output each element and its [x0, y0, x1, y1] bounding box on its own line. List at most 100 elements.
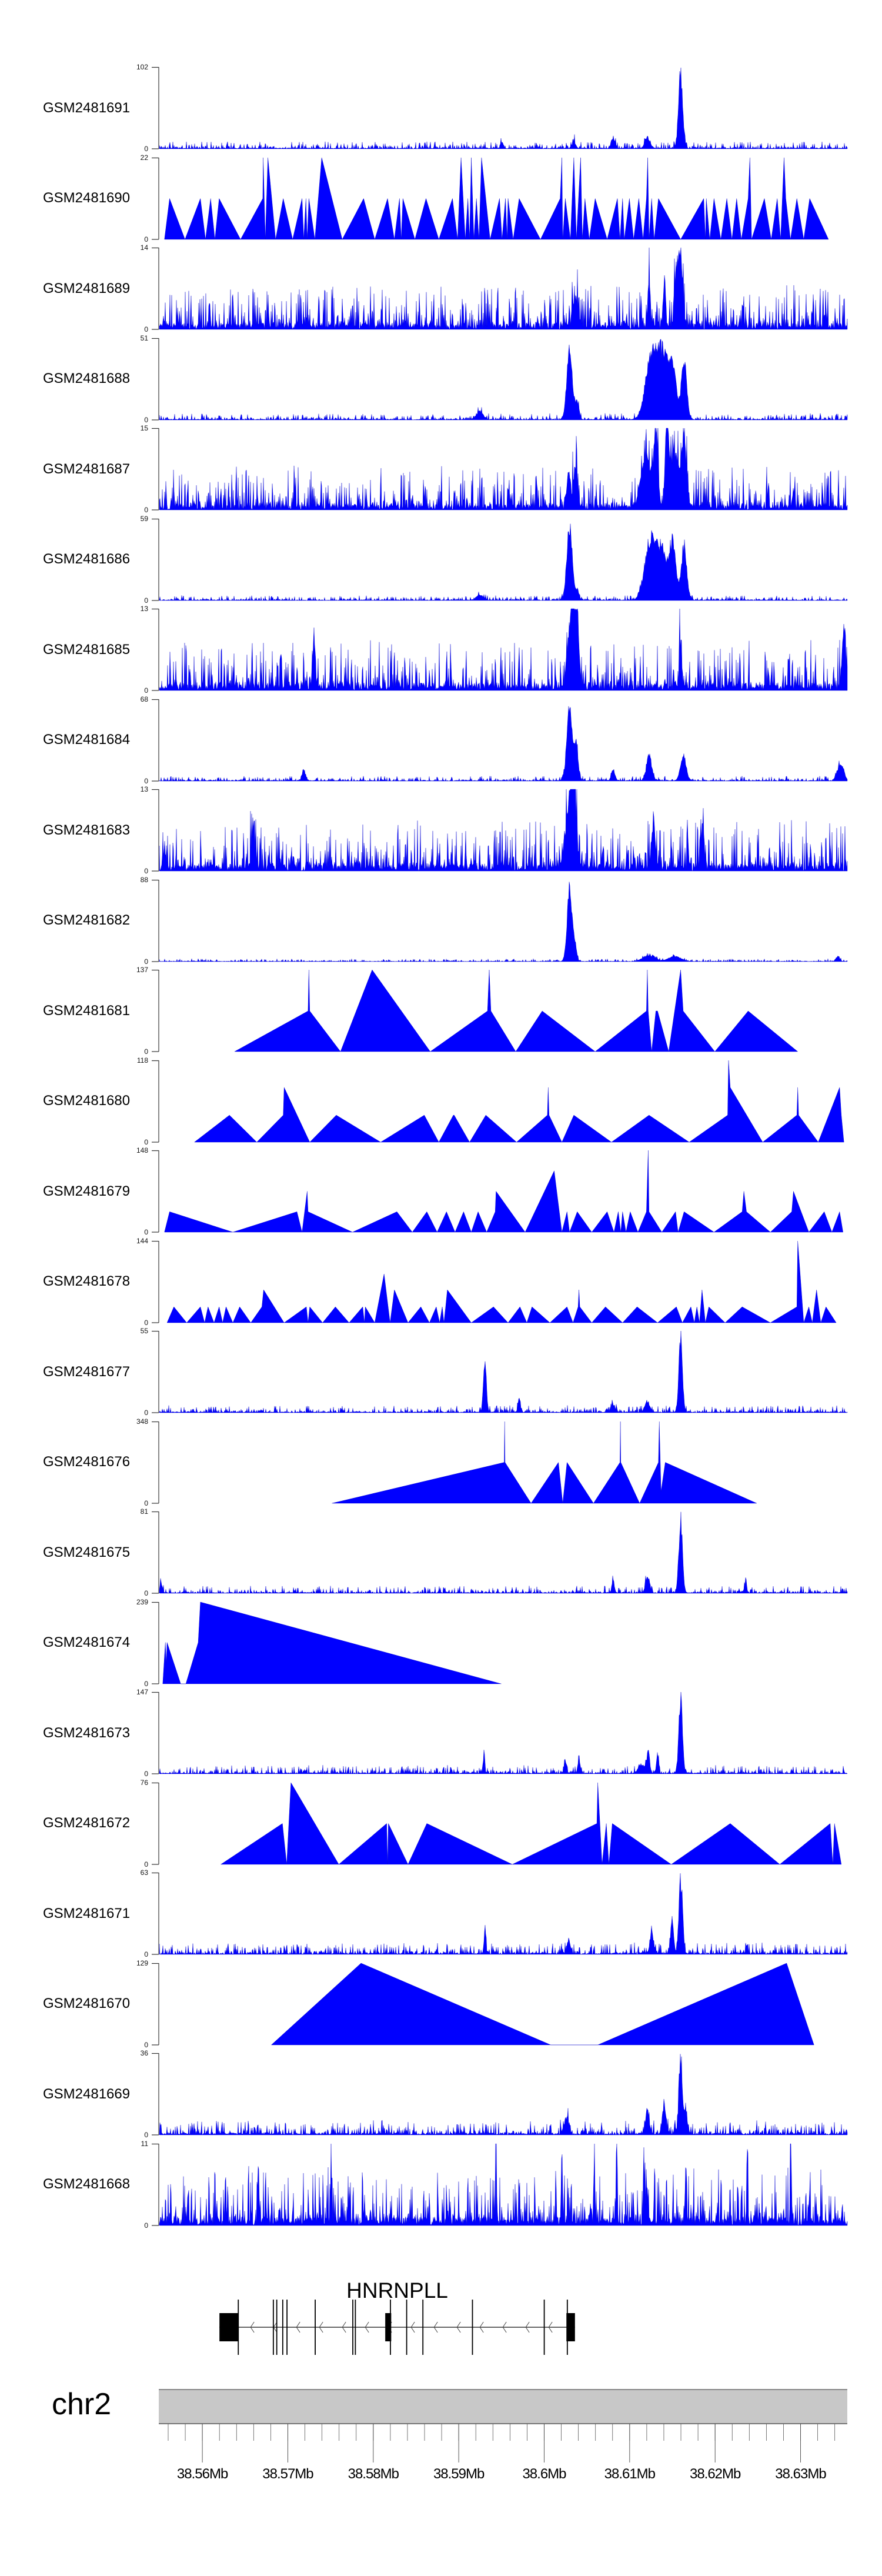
- track-GSM2481684: GSM2481684 68 0: [0, 696, 882, 785]
- strand-arrow-icon: [456, 2321, 461, 2333]
- y-axis-max-label: 13: [140, 605, 148, 613]
- coverage-area: [164, 1150, 843, 1233]
- track-GSM2481670: GSM2481670 129 0: [0, 1958, 882, 2048]
- track-label: GSM2481686: [43, 551, 131, 567]
- y-axis-min-label: 0: [144, 1318, 148, 1327]
- y-axis-min-label: 0: [144, 867, 148, 875]
- track-GSM2481678: GSM2481678 144 0: [0, 1237, 882, 1327]
- exon-mark: [286, 2300, 288, 2355]
- coverage-area: [159, 881, 848, 962]
- y-axis-max-label: 88: [140, 875, 148, 884]
- track-label: GSM2481682: [43, 912, 131, 928]
- y-axis-min-label: 0: [144, 145, 148, 153]
- chromosome-label: chr2: [52, 2387, 112, 2421]
- strand-arrow-icon: [479, 2321, 484, 2333]
- track-plot: [152, 338, 848, 421]
- exon-block: [219, 2313, 239, 2341]
- track-plot: [152, 157, 829, 240]
- coverage-area: [159, 789, 848, 872]
- exon-block: [385, 2313, 392, 2341]
- exon-mark: [238, 2300, 239, 2355]
- track-label: GSM2481668: [43, 2176, 131, 2192]
- gene-name-label: HNRNPLL: [346, 2278, 448, 2303]
- y-axis-max-label: 144: [136, 1236, 148, 1245]
- track-label: GSM2481678: [43, 1273, 131, 1289]
- track-label: GSM2481689: [43, 280, 131, 296]
- track-label: GSM2481673: [43, 1724, 131, 1741]
- track-GSM2481689: GSM2481689 14 0: [0, 244, 882, 333]
- y-axis-min-label: 0: [144, 1137, 148, 1146]
- track-GSM2481691: GSM2481691 102 0: [0, 63, 882, 153]
- track-label: GSM2481674: [43, 1634, 131, 1650]
- y-axis-max-label: 147: [136, 1688, 148, 1696]
- track-GSM2481671: GSM2481671 63 0: [0, 1869, 882, 1958]
- y-axis-max-label: 11: [141, 2139, 148, 2148]
- y-axis-max-label: 36: [140, 2049, 148, 2057]
- coverage-area: [162, 1601, 502, 1684]
- track-GSM2481677: GSM2481677 55 0: [0, 1327, 882, 1416]
- chromosome-band: [159, 2390, 847, 2424]
- track-plot: [152, 1872, 848, 1955]
- track-plot: [152, 1601, 502, 1684]
- track-plot: [152, 1240, 837, 1323]
- track-plot: [152, 2143, 848, 2226]
- coverage-area: [166, 1240, 837, 1323]
- track-plot: [152, 66, 848, 149]
- y-axis-max-label: 76: [140, 1778, 148, 1787]
- y-axis-min-label: 0: [144, 2221, 148, 2230]
- y-axis-max-label: 13: [140, 785, 148, 793]
- strand-arrow-icon: [319, 2321, 323, 2333]
- track-plot: [152, 1963, 814, 2046]
- y-axis-min-label: 0: [144, 1770, 148, 1778]
- track-GSM2481687: GSM2481687 15 0: [0, 425, 882, 514]
- strand-arrow-icon: [250, 2321, 255, 2333]
- exon-mark: [315, 2300, 316, 2355]
- coverage-area: [220, 1781, 842, 1864]
- y-axis-max-label: 51: [140, 333, 148, 342]
- track-GSM2481685: GSM2481685 13 0: [0, 605, 882, 694]
- track-label: GSM2481679: [43, 1183, 131, 1199]
- track-plot: [152, 608, 848, 691]
- y-axis-min-label: 0: [144, 2131, 148, 2139]
- y-axis-min-label: 0: [144, 1860, 148, 1868]
- coverage-area: [159, 2143, 848, 2225]
- axis-tick-label: 38.6Mb: [522, 2466, 566, 2482]
- y-axis-min-label: 0: [144, 415, 148, 424]
- axis-tick-label: 38.61Mb: [604, 2466, 656, 2482]
- track-GSM2481690: GSM2481690 22 0: [0, 154, 882, 243]
- y-axis-max-label: 102: [136, 63, 148, 71]
- y-axis-max-label: 129: [136, 1958, 148, 1967]
- track-plot: [152, 1330, 848, 1413]
- track-GSM2481680: GSM2481680 118 0: [0, 1057, 882, 1146]
- y-axis-max-label: 22: [140, 153, 148, 162]
- strand-arrow-icon: [410, 2321, 415, 2333]
- track-label: GSM2481681: [43, 1002, 131, 1019]
- coverage-area: [234, 969, 799, 1052]
- track-GSM2481672: GSM2481672 76 0: [0, 1779, 882, 1868]
- track-GSM2481674: GSM2481674 239 0: [0, 1599, 882, 1687]
- track-plot: [152, 879, 848, 962]
- y-axis-min-label: 0: [144, 325, 148, 333]
- coverage-area: [159, 428, 848, 510]
- track-label: GSM2481675: [43, 1544, 131, 1560]
- track-plot: [152, 789, 848, 872]
- track-plot: [152, 1511, 848, 1594]
- track-plot: [152, 1781, 842, 1865]
- y-axis-min-label: 0: [144, 506, 148, 514]
- track-plot: [152, 518, 848, 601]
- axis-tick-label: 38.57Mb: [262, 2466, 313, 2482]
- track-label: GSM2481687: [43, 461, 131, 477]
- gene-model-track: HNRNPLL: [0, 2270, 882, 2364]
- y-axis-min-label: 0: [144, 686, 148, 695]
- axis-tick-label: 38.59Mb: [433, 2466, 485, 2482]
- coverage-area: [159, 68, 848, 149]
- axis-tick-label: 38.62Mb: [689, 2466, 741, 2482]
- strand-arrow-icon: [502, 2321, 507, 2333]
- exon-mark: [282, 2300, 283, 2355]
- y-axis-max-label: 148: [136, 1146, 148, 1154]
- track-plot: [152, 1150, 843, 1233]
- exon-mark: [406, 2300, 407, 2355]
- coverage-area: [159, 1330, 848, 1413]
- genome-axis-bar: [159, 2389, 847, 2462]
- track-label: GSM2481684: [43, 732, 131, 748]
